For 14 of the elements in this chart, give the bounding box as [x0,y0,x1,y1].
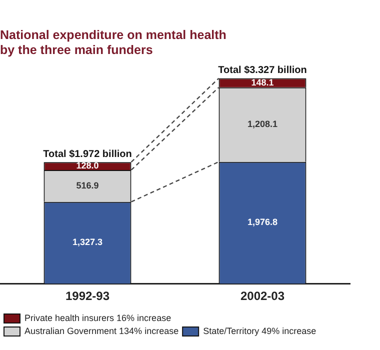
legend-label: State/Territory 49% increase [203,326,316,336]
data-label: 148.1 [251,77,274,88]
legend-label: Australian Government 134% increase [24,326,179,336]
x-tick-label: 1992-93 [65,289,110,304]
data-label: 516.9 [76,180,99,190]
chart-title: National expenditure on mental health by the three main funders [0,28,226,57]
total-label: Total $3.327 billion [218,65,307,76]
legend-label: Private health insurers 16% increase [24,312,172,323]
data-label: 1,327.3 [72,237,103,248]
total-label: Total $1.972 billion [43,148,132,160]
data-label: 128.0 [76,160,99,171]
x-tick-label: 2002-03 [240,289,285,304]
data-label: 1,976.8 [247,217,278,228]
data-label: 1,208.1 [247,119,278,130]
